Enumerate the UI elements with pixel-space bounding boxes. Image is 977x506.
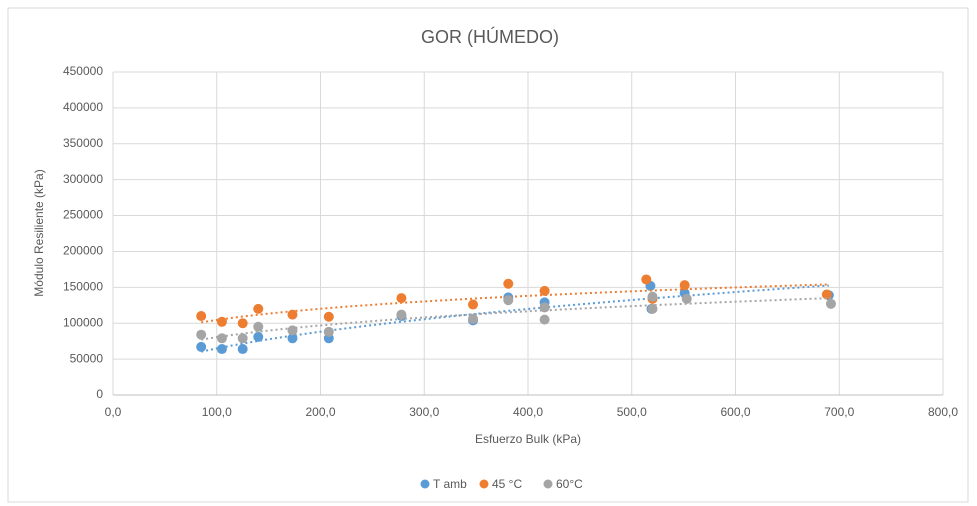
point	[681, 293, 692, 304]
trendline	[201, 297, 831, 341]
point	[196, 341, 207, 352]
y-tick-label: 200000	[63, 244, 103, 258]
point	[287, 309, 298, 320]
chart-title: GOR (HÚMEDO)	[421, 26, 559, 47]
x-tick-label: 600,0	[720, 405, 750, 419]
x-axis-label: Esfuerzo Bulk (kPa)	[475, 432, 581, 446]
point	[287, 333, 298, 344]
point	[253, 321, 264, 332]
chart-border	[7, 7, 969, 503]
point	[539, 314, 550, 325]
legend-marker	[479, 479, 489, 489]
point	[468, 299, 479, 310]
point	[323, 311, 334, 322]
x-tick-label: 400,0	[513, 405, 543, 419]
point	[216, 333, 227, 344]
point	[647, 291, 658, 302]
x-tick-label: 0,0	[105, 405, 122, 419]
trendline	[201, 283, 827, 324]
trendline	[200, 284, 829, 353]
point	[237, 318, 248, 329]
point	[821, 289, 832, 300]
x-tick-label: 200,0	[305, 405, 335, 419]
point	[196, 329, 207, 340]
y-tick-label: 150000	[63, 280, 103, 294]
point	[539, 302, 550, 313]
x-tick-label: 800,0	[928, 405, 958, 419]
point	[503, 278, 514, 289]
legend-label: 45 °C	[492, 477, 522, 491]
point	[237, 344, 248, 355]
legend-label: 60°C	[556, 477, 583, 491]
point	[396, 309, 407, 320]
point	[216, 316, 227, 327]
y-tick-label: 350000	[63, 136, 103, 150]
x-tick-label: 300,0	[409, 405, 439, 419]
y-tick-label: 50000	[70, 351, 104, 365]
point	[196, 311, 207, 322]
y-tick-label: 0	[96, 387, 103, 401]
point	[679, 280, 690, 291]
point	[503, 295, 514, 306]
point	[468, 313, 479, 324]
point	[253, 331, 264, 342]
y-tick-label: 450000	[63, 64, 103, 78]
y-tick-label: 300000	[63, 172, 103, 186]
y-tick-label: 400000	[63, 100, 103, 114]
y-tick-label: 100000	[63, 315, 103, 329]
point	[237, 333, 248, 344]
point	[539, 285, 550, 296]
legend-label: T amb	[433, 477, 467, 491]
point	[216, 344, 227, 355]
y-axis-label: Módulo Resiliente (kPa)	[32, 169, 46, 296]
x-tick-label: 700,0	[824, 405, 854, 419]
point	[825, 298, 836, 309]
point	[647, 303, 658, 314]
point	[396, 293, 407, 304]
legend-marker	[420, 479, 430, 489]
point	[253, 303, 264, 314]
point	[641, 274, 652, 285]
point	[323, 326, 334, 337]
x-tick-label: 100,0	[202, 405, 232, 419]
legend-marker	[543, 479, 553, 489]
x-tick-label: 500,0	[617, 405, 647, 419]
point	[287, 325, 298, 336]
y-tick-label: 250000	[63, 208, 103, 222]
